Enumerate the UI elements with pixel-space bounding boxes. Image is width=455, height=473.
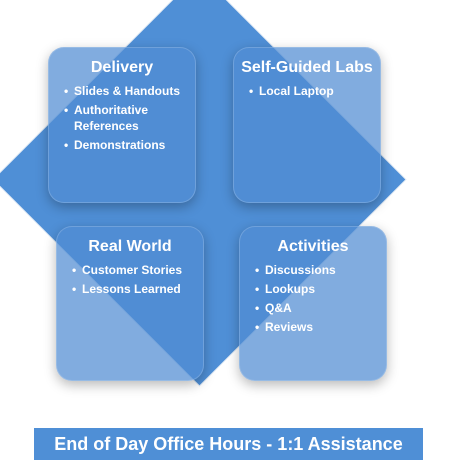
quadrant-title: Activities xyxy=(277,238,349,255)
list-item: Reviews xyxy=(255,319,379,335)
quadrant-list: Discussions Lookups Q&A Reviews xyxy=(247,262,379,335)
footer-banner: End of Day Office Hours - 1:1 Assistance xyxy=(34,428,423,460)
list-item: Demonstrations xyxy=(64,137,188,153)
list-item: Lookups xyxy=(255,281,379,297)
quadrant-list: Customer Stories Lessons Learned xyxy=(64,262,196,297)
quadrant-list: Slides & Handouts Authoritative Referenc… xyxy=(56,83,188,153)
quadrant-title: Real World xyxy=(88,238,172,255)
list-item: Discussions xyxy=(255,262,379,278)
list-item: Q&A xyxy=(255,300,379,316)
quadrant-self-guided-labs: Self-Guided Labs Local Laptop xyxy=(233,47,381,203)
list-item: Lessons Learned xyxy=(72,281,196,297)
quadrant-list: Local Laptop xyxy=(241,83,373,99)
list-item: Slides & Handouts xyxy=(64,83,188,99)
quadrant-activities: Activities Discussions Lookups Q&A Revie… xyxy=(239,226,387,381)
list-item: Authoritative References xyxy=(64,102,188,134)
quadrant-delivery: Delivery Slides & Handouts Authoritative… xyxy=(48,47,196,203)
list-item: Local Laptop xyxy=(249,83,373,99)
quadrant-real-world: Real World Customer Stories Lessons Lear… xyxy=(56,226,204,381)
list-item: Customer Stories xyxy=(72,262,196,278)
quadrant-title: Delivery xyxy=(90,59,154,76)
quadrant-title: Self-Guided Labs xyxy=(241,59,373,76)
footer-text: End of Day Office Hours - 1:1 Assistance xyxy=(54,433,403,454)
